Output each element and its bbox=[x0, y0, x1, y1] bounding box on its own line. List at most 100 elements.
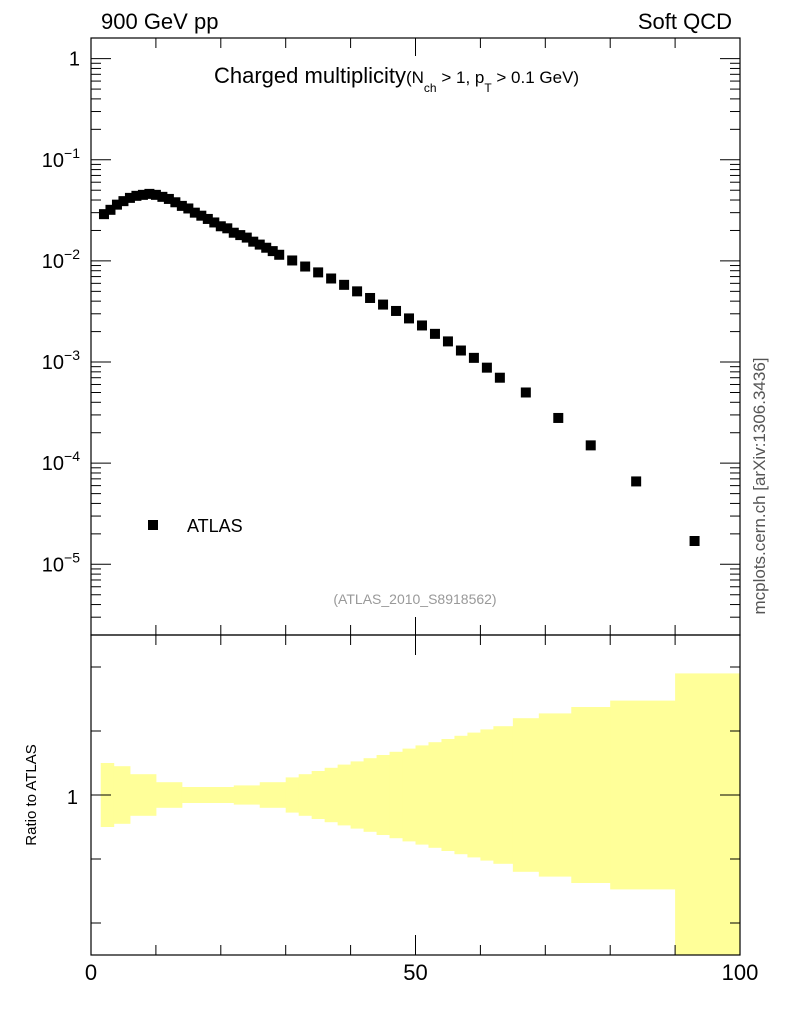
data-point bbox=[228, 227, 239, 238]
data-point bbox=[274, 249, 285, 260]
upper-y-tick-labels: 110−110−210−310−410−5 bbox=[42, 49, 80, 577]
data-point bbox=[689, 536, 700, 547]
data-point bbox=[170, 197, 181, 208]
ratio-band-segment bbox=[259, 782, 287, 808]
ratio-band-segment bbox=[493, 726, 514, 864]
x-tick-label: 50 bbox=[403, 960, 427, 985]
x-tick-labels: 0 50 100 bbox=[85, 960, 758, 985]
data-points bbox=[98, 188, 700, 547]
y-tick-label-base: 10 bbox=[42, 150, 64, 172]
y-tick-label: 1 bbox=[69, 49, 80, 71]
data-point bbox=[391, 305, 402, 316]
y-tick-label-base: 1 bbox=[69, 49, 80, 71]
header-left-label: 900 GeV pp bbox=[101, 9, 218, 34]
y-tick-label-exponent: −2 bbox=[64, 246, 80, 262]
data-point bbox=[150, 189, 161, 200]
data-point bbox=[235, 230, 246, 241]
y-tick-label: 10−4 bbox=[42, 448, 80, 475]
data-point bbox=[429, 328, 440, 339]
chart-title-sub-ch: ch bbox=[424, 81, 437, 95]
data-point bbox=[631, 476, 642, 487]
ratio-band bbox=[100, 673, 741, 955]
y-tick-label-exponent: −3 bbox=[64, 347, 80, 363]
data-point bbox=[585, 440, 596, 451]
data-point bbox=[287, 255, 298, 266]
data-point bbox=[209, 217, 220, 228]
data-point bbox=[144, 188, 155, 199]
data-point bbox=[326, 273, 337, 284]
legend-marker bbox=[148, 520, 158, 530]
data-point bbox=[137, 189, 148, 200]
y-tick-label: 10−5 bbox=[42, 549, 80, 576]
data-point bbox=[202, 213, 213, 224]
data-point bbox=[222, 223, 233, 234]
data-point bbox=[118, 196, 129, 207]
ratio-band-segment bbox=[181, 787, 209, 803]
ratio-band-segment bbox=[467, 732, 481, 858]
chart-title-end: > 0.1 GeV) bbox=[492, 68, 579, 87]
ratio-y-axis-label: Ratio to ATLAS bbox=[23, 744, 40, 845]
lower-ticks bbox=[90, 635, 741, 955]
y-tick-label: 10−2 bbox=[42, 246, 80, 273]
side-source-label: mcplots.cern.ch [arXiv:1306.3436] bbox=[750, 357, 769, 614]
data-point bbox=[300, 261, 311, 272]
data-point bbox=[442, 336, 453, 347]
data-point bbox=[105, 204, 116, 215]
ratio-band-segment bbox=[129, 774, 157, 816]
chart-title-mid: > 1, p bbox=[437, 68, 485, 87]
data-point bbox=[261, 242, 272, 253]
x-tick-label: 100 bbox=[722, 960, 759, 985]
data-point bbox=[98, 209, 109, 220]
data-point bbox=[416, 320, 427, 331]
ratio-band-segment bbox=[350, 761, 365, 829]
ratio-band-segment bbox=[454, 735, 468, 855]
data-point bbox=[553, 412, 564, 423]
header-right-label: Soft QCD bbox=[638, 9, 732, 34]
ratio-band-segment bbox=[376, 755, 391, 835]
y-tick-label-exponent: −4 bbox=[64, 448, 80, 464]
data-point bbox=[163, 193, 174, 204]
data-point bbox=[267, 246, 278, 257]
legend-label: ATLAS bbox=[187, 516, 243, 536]
ratio-band-segment bbox=[207, 787, 235, 803]
ratio-band-segment bbox=[402, 748, 416, 842]
ratio-y-tick-label: 1 bbox=[67, 787, 78, 809]
lower-panel: 1 Ratio to ATLAS 0 50 100 bbox=[23, 634, 758, 985]
ratio-band-segment bbox=[155, 782, 183, 808]
data-point bbox=[481, 362, 492, 373]
data-point bbox=[494, 372, 505, 383]
data-point bbox=[111, 199, 122, 210]
upper-y-ticks bbox=[90, 38, 741, 636]
data-point bbox=[404, 313, 415, 324]
y-tick-label-base: 10 bbox=[42, 352, 64, 374]
data-point bbox=[248, 236, 259, 247]
ratio-band-segment bbox=[441, 739, 455, 851]
ratio-band-segment bbox=[363, 758, 378, 832]
ratio-band-segment bbox=[311, 771, 326, 819]
y-tick-label-exponent: −1 bbox=[64, 145, 80, 161]
data-point bbox=[378, 299, 389, 310]
ratio-band-segment bbox=[389, 751, 404, 839]
chart-title: Charged multiplicity(Nch > 1, pT > 0.1 G… bbox=[214, 63, 579, 95]
data-point bbox=[520, 387, 531, 398]
ratio-band-segment bbox=[298, 774, 313, 816]
ratio-band-segment bbox=[337, 764, 352, 826]
data-point bbox=[131, 190, 142, 201]
y-tick-label-base: 10 bbox=[42, 554, 64, 576]
ratio-band-segment bbox=[233, 785, 261, 805]
chart-title-sub-t: T bbox=[484, 81, 492, 95]
chart-title-paren: (N bbox=[406, 68, 424, 87]
chart-title-main: Charged multiplicity bbox=[214, 63, 406, 88]
data-point bbox=[183, 203, 194, 214]
ratio-band-segment bbox=[480, 729, 494, 861]
ratio-band-segment bbox=[285, 777, 300, 813]
data-point bbox=[254, 239, 265, 250]
ratio-band-segment bbox=[512, 718, 540, 872]
y-tick-label-exponent: −5 bbox=[64, 549, 80, 565]
upper-panel-frame bbox=[90, 37, 741, 636]
data-point bbox=[176, 200, 187, 211]
data-point bbox=[196, 210, 207, 221]
data-point bbox=[455, 345, 466, 356]
y-tick-label-base: 10 bbox=[42, 453, 64, 475]
